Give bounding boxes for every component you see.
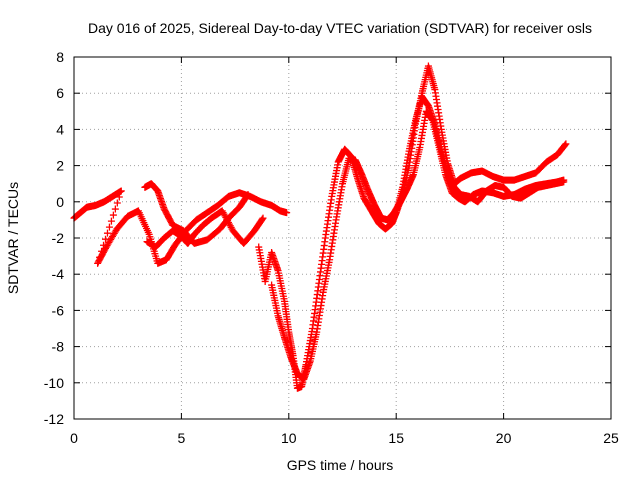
y-tick-label: -8 [52,339,65,355]
data-point-marker [283,209,291,217]
data-point-marker [109,211,117,219]
data-point-marker [113,199,121,207]
data-point-marker [115,193,123,201]
x-tick-label: 10 [281,430,297,446]
data-point-marker [259,214,267,222]
data-point-marker [243,192,251,200]
y-tick-labels: 8 6 4 2 0 -2 -4 -6 -8 -10 -12 [44,49,64,427]
data-series-5 [392,93,568,217]
data-point-marker [561,141,569,149]
x-tick-label: 5 [178,430,186,446]
axis-ticks [73,56,612,420]
data-point-marker [562,140,570,148]
y-tick-label: -2 [52,230,65,246]
data-point-marker [105,223,113,231]
chart-title: Day 016 of 2025, Sidereal Day-to-day VTE… [88,20,592,36]
x-tick-label: 15 [388,430,404,446]
grid-lines [74,57,611,419]
data-series-3 [255,62,570,392]
x-tick-labels: 0 5 10 15 20 25 [70,430,619,446]
data-series-1 [70,187,291,267]
y-tick-label: -4 [52,266,65,282]
data-point-marker [111,205,119,213]
x-axis-label: GPS time / hours [287,457,394,473]
data-point-marker [117,187,125,195]
data-markers [70,62,570,392]
x-tick-label: 20 [496,430,512,446]
data-point-marker [258,215,266,223]
data-point-marker [107,217,115,225]
data-series-4 [268,107,568,383]
y-tick-label: 0 [56,194,64,210]
y-tick-label: -10 [44,375,64,391]
x-tick-label: 0 [70,430,78,446]
y-tick-label: 8 [56,49,64,65]
y-tick-label: 4 [56,121,64,137]
x-tick-label: 25 [603,430,619,446]
y-axis-label: SDTVAR / TECUs [5,182,21,294]
y-tick-label: -12 [44,411,64,427]
y-tick-label: 6 [56,85,64,101]
data-point-marker [560,178,568,186]
y-tick-label: -6 [52,302,65,318]
data-point-marker [103,229,111,237]
data-point-marker [244,191,252,199]
y-tick-label: 2 [56,158,64,174]
data-series-2 [141,180,267,251]
